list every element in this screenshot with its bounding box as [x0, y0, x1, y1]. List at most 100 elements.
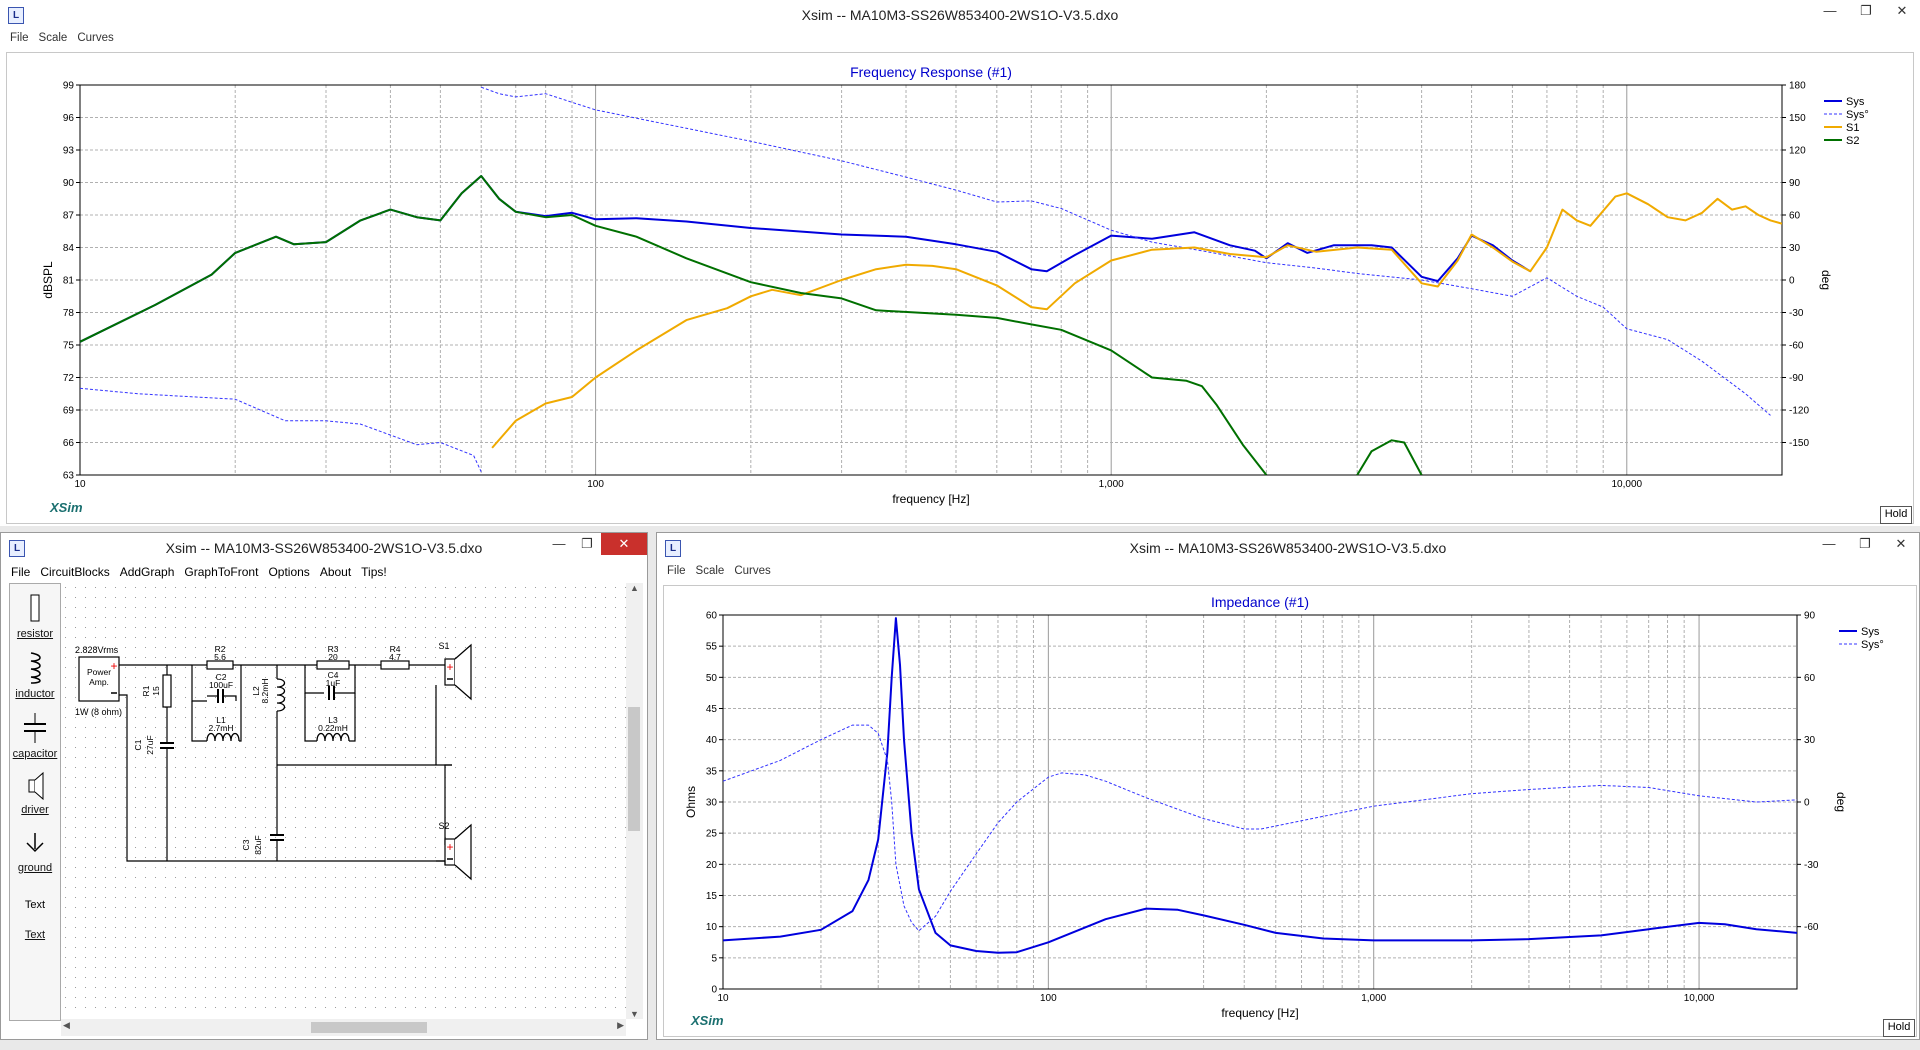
app-icon[interactable]: L	[665, 540, 681, 557]
R1-resistor[interactable]	[162, 674, 172, 708]
amp-plus: +	[110, 659, 117, 673]
scroll-right-arrow[interactable]: ▶	[617, 1020, 624, 1030]
hold-button[interactable]: Hold	[1880, 506, 1912, 524]
app-icon[interactable]: L	[9, 540, 25, 557]
app-icon[interactable]: L	[8, 7, 24, 24]
y-tick-label: 40	[706, 735, 718, 746]
menu-graphtofront[interactable]: GraphToFront	[184, 565, 259, 579]
hold-button[interactable]: Hold	[1883, 1019, 1915, 1037]
top-menubar: File Scale Curves	[0, 32, 1920, 50]
y2-tick-label: 150	[1789, 113, 1806, 124]
amp-label: Amp.	[89, 677, 109, 687]
y2-tick-label: -90	[1789, 373, 1804, 384]
tool-text-2[interactable]: Text	[11, 929, 59, 941]
menu-tips[interactable]: Tips!	[361, 565, 387, 579]
circuit-menubar: File CircuitBlocks AddGraph GraphToFront Opt…	[1, 565, 647, 583]
impedance-menubar: File Scale Curves	[657, 565, 1919, 583]
scroll-left-arrow[interactable]: ◀	[63, 1020, 70, 1030]
menu-options[interactable]: Options	[268, 565, 310, 579]
C1-name: C1	[133, 739, 143, 750]
R4-value: 4.7	[389, 652, 401, 662]
amp-voltage: 2.828Vrms	[75, 645, 119, 655]
L1-inductor[interactable]	[206, 732, 240, 742]
L2-value: 8.2mH	[260, 678, 270, 703]
series-line-s2	[80, 175, 1268, 475]
menu-file[interactable]: File	[11, 565, 31, 579]
R4-resistor[interactable]	[380, 660, 410, 670]
tool-inductor[interactable]: inductor	[11, 651, 59, 700]
y-tick-label: 45	[706, 704, 718, 715]
minimize-icon[interactable]: —	[552, 536, 566, 551]
tool-driver-label: driver	[21, 804, 49, 816]
scroll-down-arrow[interactable]: ▼	[630, 1009, 639, 1019]
menu-scale[interactable]: Scale	[695, 565, 725, 577]
S1-driver-plus: +	[446, 660, 453, 674]
y-axis-label: Ohms	[684, 786, 698, 818]
menu-curves[interactable]: Curves	[77, 32, 114, 44]
top-titlebar[interactable]: L Xsim -- MA10M3-SS26W853400-2WS1O-V3.5.…	[0, 0, 1920, 30]
component-toolbox	[9, 583, 61, 1021]
L3-name: L3	[328, 715, 338, 725]
wire	[191, 701, 207, 742]
horizontal-scrollbar[interactable]: ◀ ▶	[61, 1019, 626, 1036]
maximize-icon[interactable]: ❐	[581, 536, 593, 551]
chart-title: Impedance (#1)	[1211, 594, 1309, 610]
circuit-titlebar[interactable]: L Xsim -- MA10M3-SS26W853400-2WS1O-V3.5.…	[1, 533, 647, 561]
menu-curves[interactable]: Curves	[734, 565, 771, 577]
menu-about[interactable]: About	[319, 565, 352, 579]
menu-file[interactable]: File	[10, 32, 29, 44]
R3-resistor[interactable]	[316, 660, 350, 670]
grid	[79, 84, 1783, 476]
impedance-chart-frame	[663, 585, 1917, 1037]
menu-file[interactable]: File	[667, 565, 686, 577]
circuit-window: L Xsim -- MA10M3-SS26W853400-2WS1O-V3.5.…	[0, 532, 648, 1040]
tool-ground[interactable]: ground	[11, 831, 59, 874]
menu-circuitblocks[interactable]: CircuitBlocks	[40, 565, 110, 579]
top-chart-frame	[6, 52, 1914, 524]
legend-label: Sys	[1861, 626, 1880, 638]
y2-tick-label: -60	[1789, 341, 1804, 352]
y-tick-label: 72	[63, 373, 75, 384]
minimize-icon[interactable]: —	[1822, 536, 1836, 551]
series-line-s1	[491, 192, 1782, 449]
y-tick-label: 87	[63, 211, 75, 222]
speaker-icon	[28, 771, 44, 801]
horizontal-scroll-thumb[interactable]	[311, 1022, 427, 1033]
minimize-icon[interactable]: —	[1823, 3, 1837, 18]
resistor-icon	[30, 594, 40, 622]
x-axis-label: frequency [Hz]	[892, 492, 969, 506]
close-icon[interactable]: ✕	[601, 533, 647, 555]
L2-inductor[interactable]	[276, 678, 286, 712]
scroll-up-arrow[interactable]: ▲	[630, 583, 639, 593]
series-line-sys	[80, 175, 1531, 343]
y-tick-label: 81	[63, 276, 75, 287]
x-tick-label: 100	[1040, 993, 1057, 1004]
y2-tick-label: 60	[1804, 673, 1816, 684]
L3-inductor[interactable]	[316, 732, 350, 742]
xsim-logo: XSim	[691, 1013, 724, 1028]
close-icon[interactable]: ✕	[1895, 536, 1907, 551]
inductor-icon	[30, 652, 41, 684]
tool-text-1[interactable]: Text	[11, 899, 59, 911]
y-tick-label: 90	[63, 178, 75, 189]
impedance-titlebar[interactable]: L Xsim -- MA10M3-SS26W853400-2WS1O-V3.5.…	[657, 533, 1919, 563]
y2-tick-label: 0	[1789, 276, 1795, 287]
tool-resistor[interactable]: resistor	[11, 591, 59, 640]
R2-resistor[interactable]	[206, 660, 234, 670]
L2-name: L2	[251, 686, 261, 696]
menu-addgraph[interactable]: AddGraph	[119, 565, 175, 579]
vertical-scrollbar[interactable]: ▲ ▼	[626, 583, 643, 1019]
tool-capacitor[interactable]: capacitor	[11, 711, 59, 760]
tool-driver[interactable]: driver	[11, 771, 59, 816]
y2-tick-label: 90	[1804, 611, 1816, 622]
maximize-icon[interactable]: ❐	[1859, 536, 1871, 551]
menu-scale[interactable]: Scale	[38, 32, 68, 44]
maximize-icon[interactable]: ❐	[1860, 3, 1872, 18]
close-icon[interactable]: ✕	[1896, 3, 1908, 18]
S2-driver-cone[interactable]	[454, 823, 472, 881]
S1-driver-cone[interactable]	[454, 643, 472, 701]
series-line-sys-phase	[723, 724, 1797, 932]
vertical-scroll-thumb[interactable]	[628, 707, 640, 831]
x-tick-label: 100	[587, 479, 604, 490]
